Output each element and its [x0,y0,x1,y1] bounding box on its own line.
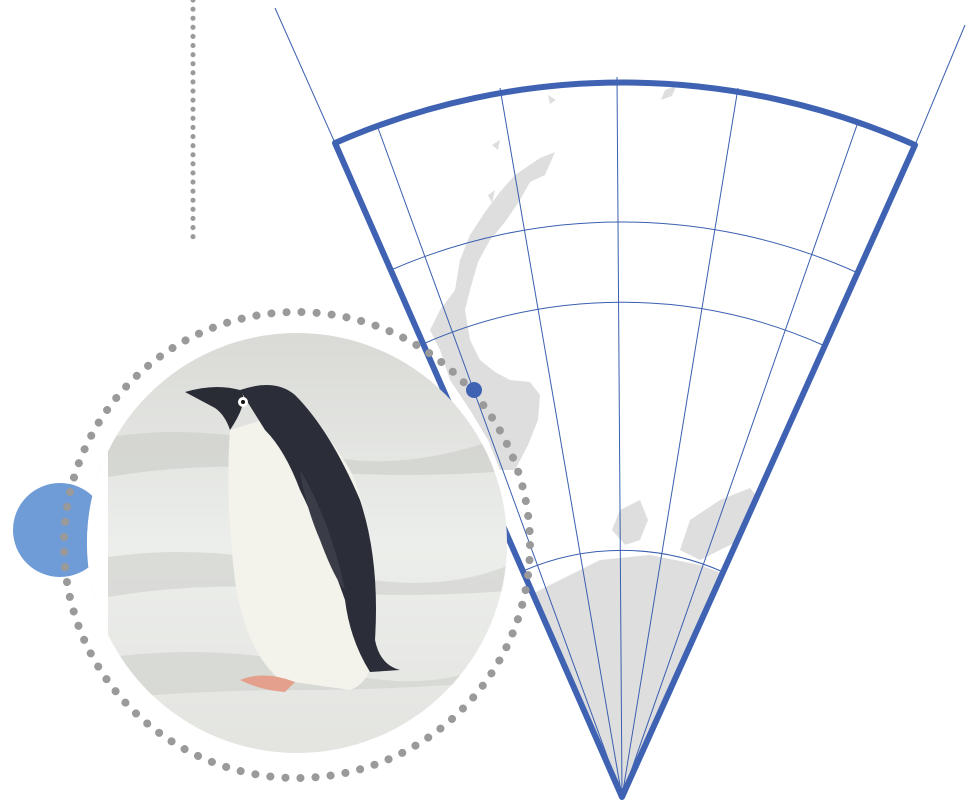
dotted-ring [60,308,534,782]
location-dot [466,382,482,398]
map-sector-outline [332,79,918,800]
graticule [274,7,966,798]
blue-half-circle [13,483,107,577]
penguin-photo [87,333,507,753]
